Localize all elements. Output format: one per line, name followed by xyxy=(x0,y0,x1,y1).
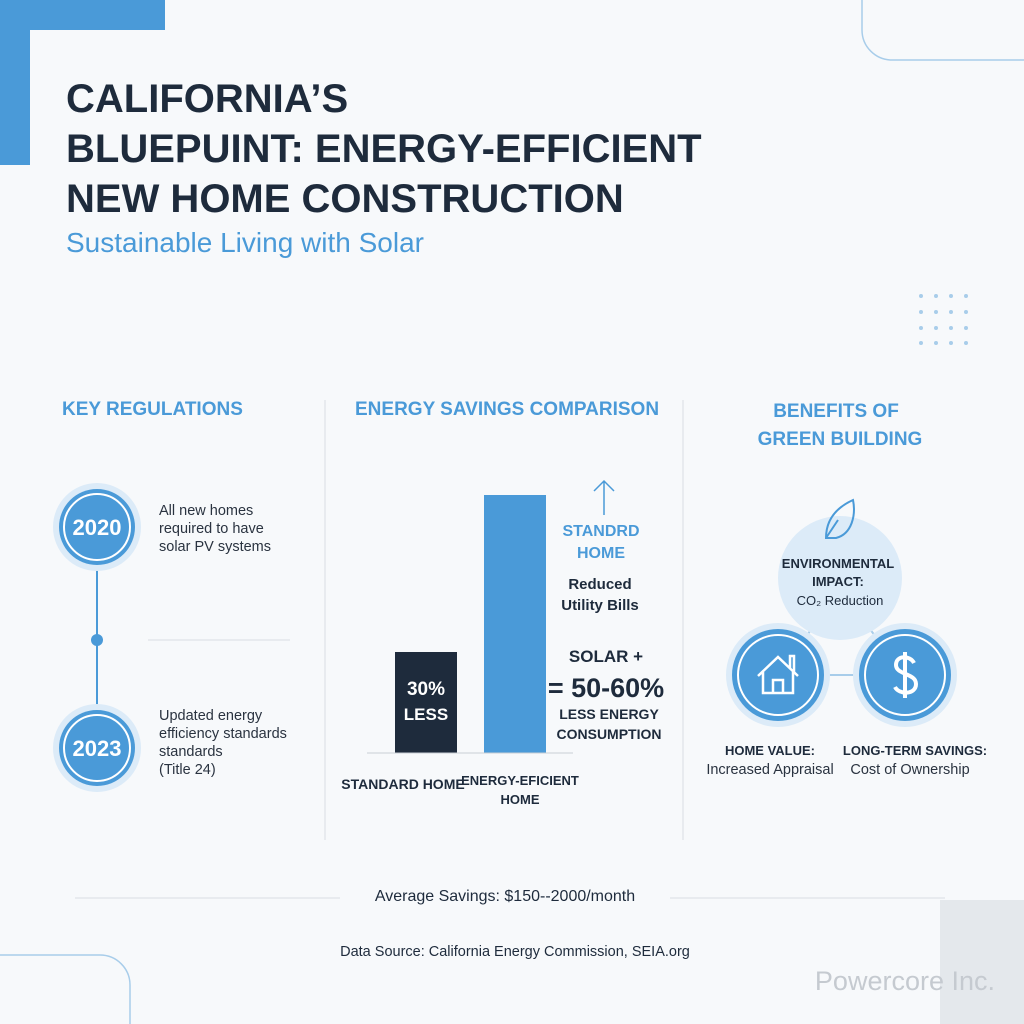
corner-block xyxy=(0,0,165,165)
category-label: ENERGY-EFICIENT xyxy=(461,773,579,788)
corner-block xyxy=(940,900,1024,1024)
bar xyxy=(484,495,546,753)
leaf-icon xyxy=(824,498,855,539)
benefit-text: ENVIRONMENTAL xyxy=(782,556,894,571)
benefit-text: Cost of Ownership xyxy=(850,762,969,778)
bar-label: 30% xyxy=(407,679,445,700)
bar-label: LESS xyxy=(404,705,448,724)
result: = 50-60% xyxy=(548,673,664,703)
benefit-title: HOME VALUE: xyxy=(725,743,815,758)
heading: BENEFITS OF xyxy=(773,401,899,422)
category-label: STANDARD HOME xyxy=(341,776,464,792)
house-icon xyxy=(757,654,799,695)
reg-text: (Title 24) xyxy=(159,762,216,778)
connector xyxy=(776,588,908,676)
heading: ENERGY SAVINGS COMPARISON xyxy=(355,399,659,420)
title: BLUEPUINT: ENERGY-EFFICIENT xyxy=(66,127,702,171)
reg-text: required to have xyxy=(159,521,264,537)
reg-text: efficiency standards xyxy=(159,726,287,742)
reg-text: standards xyxy=(159,744,223,760)
result-text: CONSUMPTION xyxy=(557,726,662,742)
note-heading: HOME xyxy=(577,545,625,562)
reg-text: solar PV systems xyxy=(159,539,271,555)
benefit-circle xyxy=(726,623,830,727)
timeline-dot xyxy=(91,634,103,646)
source: Data Source: California Energy Commissio… xyxy=(340,944,690,960)
title: NEW HOME CONSTRUCTION xyxy=(66,177,624,221)
result-text: LESS ENERGY xyxy=(559,706,659,722)
subtitle: Sustainable Living with Solar xyxy=(66,227,424,258)
benefit-title: LONG-TERM SAVINGS: xyxy=(843,743,987,758)
heading: KEY REGULATIONS xyxy=(62,399,243,420)
solar-line: SOLAR + xyxy=(569,647,643,666)
benefit-text: Increased Appraisal xyxy=(706,762,833,778)
average-savings: Average Savings: $150--2000/month xyxy=(375,888,635,905)
reg-text: Updated energy xyxy=(159,708,263,724)
dollar-icon xyxy=(893,652,919,698)
year: 2023 xyxy=(73,736,122,761)
year: 2020 xyxy=(73,515,122,540)
reg-text: All new homes xyxy=(159,503,253,519)
note: Utility Bills xyxy=(561,597,639,614)
title: CALIFORNIA’S xyxy=(66,77,348,121)
benefit-circle xyxy=(853,623,957,727)
bar xyxy=(395,652,457,753)
brand: Powercore Inc. xyxy=(815,966,995,996)
dot-grid xyxy=(919,294,968,345)
corner-arc xyxy=(0,954,131,1024)
heading: GREEN BUILDING xyxy=(758,429,923,450)
benefit-circle xyxy=(778,516,902,640)
benefit-text: CO₂ Reduction xyxy=(797,593,884,608)
category-label: HOME xyxy=(501,792,540,807)
note-heading: STANDRD xyxy=(562,523,639,540)
year-badge: 2023 xyxy=(53,704,141,792)
arrow xyxy=(593,479,615,515)
benefit-text: IMPACT: xyxy=(812,574,864,589)
corner-arc xyxy=(861,0,1024,61)
year-badge: 2020 xyxy=(53,483,141,571)
note: Reduced xyxy=(568,576,631,593)
